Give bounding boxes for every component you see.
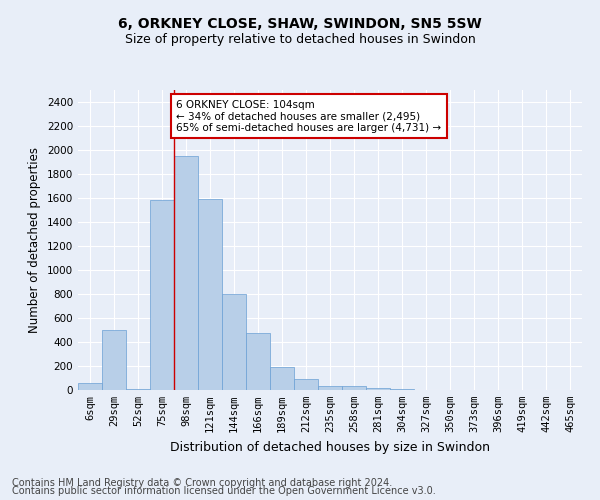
Bar	[318, 386, 342, 390]
Bar	[342, 386, 366, 390]
Text: Contains HM Land Registry data © Crown copyright and database right 2024.: Contains HM Land Registry data © Crown c…	[12, 478, 392, 488]
Bar	[270, 366, 294, 390]
Bar	[78, 383, 102, 390]
Text: 6, ORKNEY CLOSE, SHAW, SWINDON, SN5 5SW: 6, ORKNEY CLOSE, SHAW, SWINDON, SN5 5SW	[118, 18, 482, 32]
Bar	[150, 200, 174, 390]
Bar	[222, 294, 246, 390]
Text: 6 ORKNEY CLOSE: 104sqm
← 34% of detached houses are smaller (2,495)
65% of semi-: 6 ORKNEY CLOSE: 104sqm ← 34% of detached…	[176, 100, 442, 133]
Bar	[366, 388, 390, 390]
X-axis label: Distribution of detached houses by size in Swindon: Distribution of detached houses by size …	[170, 440, 490, 454]
Y-axis label: Number of detached properties: Number of detached properties	[28, 147, 41, 333]
Bar	[198, 199, 222, 390]
Bar	[294, 379, 318, 390]
Text: Size of property relative to detached houses in Swindon: Size of property relative to detached ho…	[125, 32, 475, 46]
Bar	[102, 330, 126, 390]
Text: Contains public sector information licensed under the Open Government Licence v3: Contains public sector information licen…	[12, 486, 436, 496]
Bar	[174, 156, 198, 390]
Bar	[246, 333, 270, 390]
